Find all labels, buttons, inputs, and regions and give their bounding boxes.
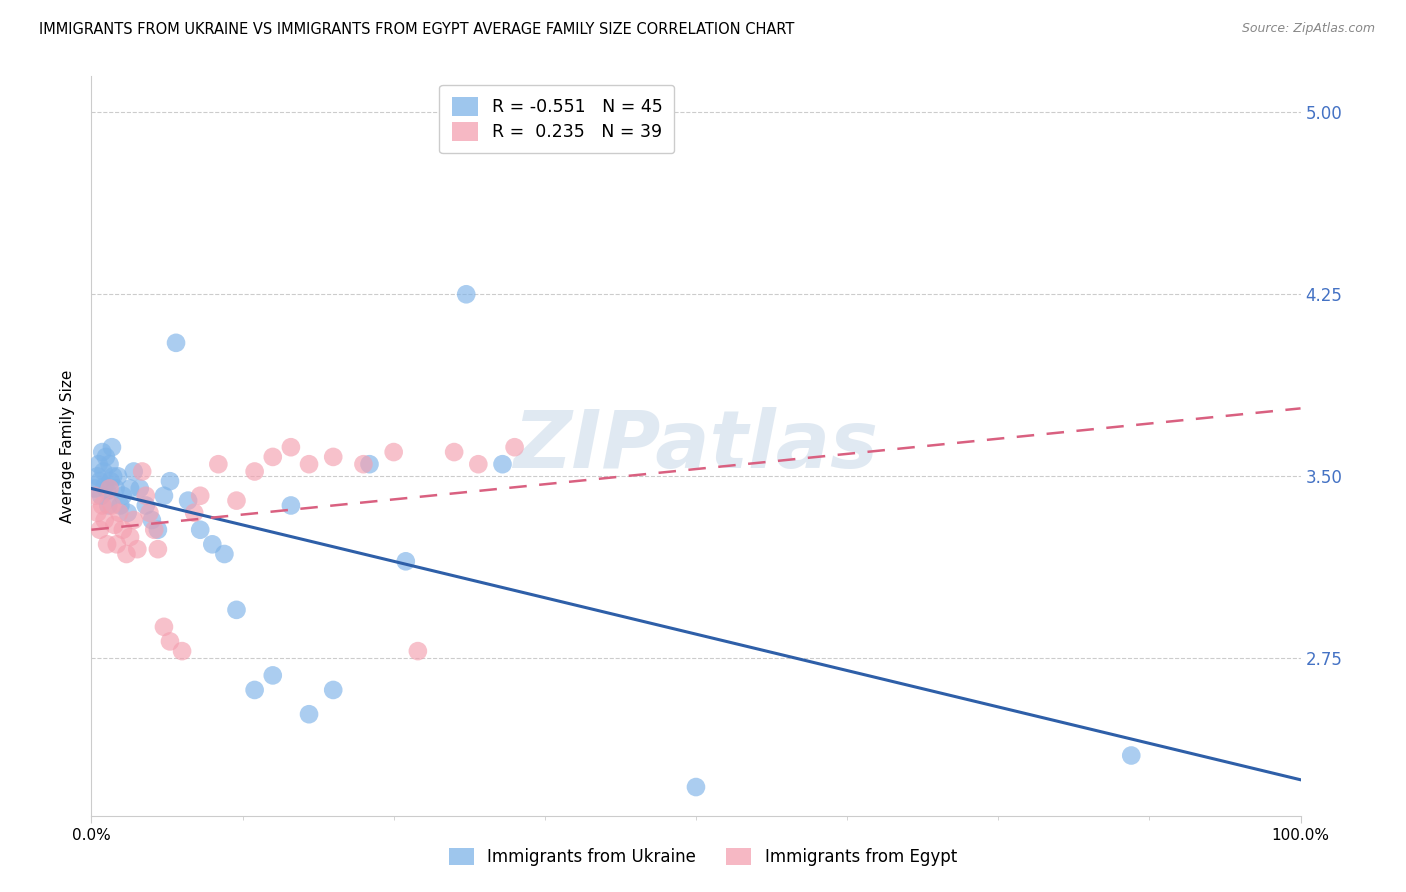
Point <box>322 450 344 464</box>
Point <box>89 474 111 488</box>
Point <box>101 440 124 454</box>
Point <box>188 523 211 537</box>
Point <box>280 499 302 513</box>
Point <box>93 465 115 479</box>
Point <box>153 620 176 634</box>
Point <box>406 644 429 658</box>
Point <box>93 513 115 527</box>
Point <box>86 506 108 520</box>
Point <box>94 450 117 464</box>
Point <box>128 482 150 496</box>
Point <box>101 499 124 513</box>
Text: Source: ZipAtlas.com: Source: ZipAtlas.com <box>1241 22 1375 36</box>
Point <box>172 644 194 658</box>
Point <box>141 513 163 527</box>
Legend: R = -0.551   N = 45, R =  0.235   N = 39: R = -0.551 N = 45, R = 0.235 N = 39 <box>440 85 675 153</box>
Point <box>131 465 153 479</box>
Point <box>138 506 160 520</box>
Point <box>503 440 526 454</box>
Point <box>685 780 707 794</box>
Point <box>98 457 121 471</box>
Point <box>298 707 321 722</box>
Point <box>183 506 205 520</box>
Point <box>87 457 110 471</box>
Point <box>135 499 157 513</box>
Point <box>280 440 302 454</box>
Point <box>322 682 344 697</box>
Point <box>135 489 157 503</box>
Point <box>108 506 131 520</box>
Point <box>1121 748 1143 763</box>
Point <box>107 469 129 483</box>
Point <box>105 537 128 551</box>
Point <box>352 457 374 471</box>
Y-axis label: Average Family Size: Average Family Size <box>60 369 76 523</box>
Point <box>243 682 266 697</box>
Point <box>188 489 211 503</box>
Point <box>153 489 176 503</box>
Point <box>93 479 115 493</box>
Point <box>467 457 489 471</box>
Point <box>90 489 112 503</box>
Point <box>359 457 381 471</box>
Point <box>100 474 122 488</box>
Point <box>262 450 284 464</box>
Point <box>395 554 418 568</box>
Point <box>225 603 247 617</box>
Text: ZIPatlas: ZIPatlas <box>513 407 879 485</box>
Point <box>146 542 169 557</box>
Point <box>298 457 321 471</box>
Point <box>146 523 169 537</box>
Point <box>120 530 142 544</box>
Point <box>491 457 513 471</box>
Legend: Immigrants from Ukraine, Immigrants from Egypt: Immigrants from Ukraine, Immigrants from… <box>440 840 966 875</box>
Point <box>89 523 111 537</box>
Point <box>214 547 236 561</box>
Point <box>165 335 187 350</box>
Point <box>97 499 120 513</box>
Point <box>122 465 145 479</box>
Point <box>103 517 125 532</box>
Point <box>122 513 145 527</box>
Point <box>115 547 138 561</box>
Point <box>91 499 114 513</box>
Point <box>91 445 114 459</box>
Point <box>96 537 118 551</box>
Point <box>456 287 478 301</box>
Point <box>98 482 121 496</box>
Point <box>243 465 266 479</box>
Point <box>84 489 107 503</box>
Point <box>225 493 247 508</box>
Point <box>127 542 149 557</box>
Point <box>111 489 134 503</box>
Point <box>101 469 124 483</box>
Point <box>443 445 465 459</box>
Point <box>382 445 405 459</box>
Point <box>207 457 229 471</box>
Point <box>159 474 181 488</box>
Point <box>201 537 224 551</box>
Point <box>117 506 139 520</box>
Point <box>86 469 108 483</box>
Point <box>143 523 166 537</box>
Point <box>262 668 284 682</box>
Point <box>111 523 134 537</box>
Point <box>110 499 132 513</box>
Point <box>104 482 127 496</box>
Point <box>96 483 118 498</box>
Text: IMMIGRANTS FROM UKRAINE VS IMMIGRANTS FROM EGYPT AVERAGE FAMILY SIZE CORRELATION: IMMIGRANTS FROM UKRAINE VS IMMIGRANTS FR… <box>39 22 794 37</box>
Point <box>177 493 200 508</box>
Point <box>120 482 142 496</box>
Point <box>84 482 107 496</box>
Point <box>159 634 181 648</box>
